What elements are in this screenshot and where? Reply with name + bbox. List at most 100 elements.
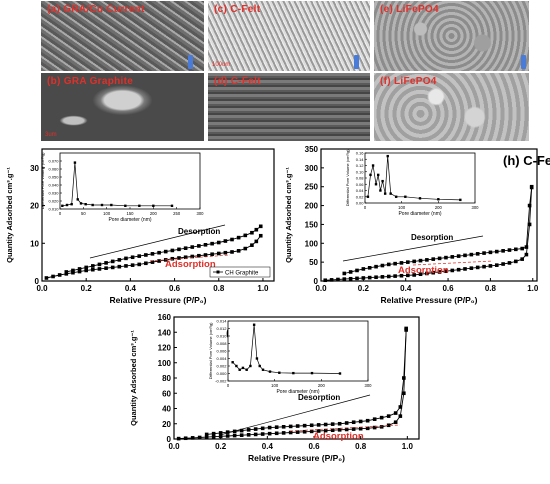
plot-frame: [320, 148, 538, 282]
inset-x-tick-label: 300: [472, 205, 480, 210]
inset-x-tick-label: 0: [364, 205, 367, 210]
y-tick-label: 40: [162, 405, 171, 414]
data-point-desorption: [365, 418, 370, 423]
data-point-adsorption: [351, 427, 356, 431]
inset-data-point: [235, 364, 238, 368]
desorption-arrow-icon: [219, 394, 371, 436]
data-point-desorption: [348, 270, 353, 274]
data-point-adsorption: [177, 256, 181, 260]
data-point-desorption: [406, 260, 410, 264]
data-point-desorption: [104, 261, 108, 265]
inset-y-tick-label: 0.002: [216, 364, 227, 369]
data-point-desorption: [380, 263, 385, 268]
sem-panel-b: (b) GRA Graphite 3um: [40, 72, 205, 142]
data-point-adsorption: [425, 271, 429, 276]
data-point-adsorption: [412, 273, 416, 277]
data-point-adsorption: [361, 276, 366, 280]
data-point-desorption: [418, 258, 423, 263]
data-point-desorption: [398, 405, 403, 409]
x-tick-label: 0.0: [168, 442, 180, 451]
y-tick-label: 100: [158, 359, 172, 368]
data-point-adsorption: [190, 254, 195, 259]
data-point-adsorption: [288, 430, 293, 435]
data-point-desorption: [330, 422, 335, 426]
data-point-desorption: [302, 423, 307, 428]
adsorption-arrow-icon: [289, 424, 401, 432]
data-point-desorption: [190, 245, 195, 249]
x-tick-label: 1.0: [527, 284, 539, 293]
data-point-adsorption: [71, 270, 75, 275]
data-point-adsorption: [367, 275, 372, 280]
data-point-desorption: [243, 233, 248, 238]
data-point-desorption: [77, 267, 82, 271]
data-point-desorption: [386, 414, 391, 418]
data-point-desorption: [437, 256, 442, 261]
inset-data-point: [76, 198, 79, 201]
data-point-adsorption: [144, 261, 148, 266]
inset-data-point: [170, 204, 174, 207]
data-point-desorption: [450, 255, 455, 259]
inset-y-tick-label: 0.070: [48, 159, 59, 164]
data-point-desorption: [288, 424, 293, 429]
legend-box: [209, 266, 271, 278]
data-point-desorption: [144, 253, 148, 257]
data-point-desorption: [524, 245, 529, 249]
desorption-arrow-icon: [342, 235, 484, 262]
data-point-desorption: [316, 423, 321, 427]
inset-y-tick-label: 0.00: [356, 201, 365, 206]
y-tick-label: 160: [158, 313, 172, 322]
data-point-adsorption: [64, 272, 69, 276]
inset-data-point: [231, 361, 234, 364]
data-point-desorption: [170, 248, 175, 253]
sem-panel-e: (e) LiFePO4: [373, 0, 530, 72]
chart-lifepo4-isotherm: 0.0 0.2 0.4 0.6 0.8 1.0 0 20 40 60 80 100 120 140 160 R…: [129, 313, 420, 463]
data-point-adsorption: [104, 266, 108, 270]
sem-panel-label: (b) GRA Graphite: [47, 76, 134, 87]
data-point-adsorption: [204, 435, 209, 439]
data-point-adsorption: [374, 275, 378, 280]
data-point-desorption: [444, 255, 448, 260]
inset-y-tick-label: 0.12: [356, 163, 365, 168]
inset-y-tick-label: 0.14: [356, 157, 365, 162]
x-tick-label: 0.6: [442, 284, 454, 293]
inset-x-tick-label: 100: [103, 211, 111, 216]
inset-data-point: [124, 204, 127, 207]
data-point-adsorption: [216, 251, 221, 256]
inset-data-point: [369, 173, 372, 177]
data-point-desorption: [494, 249, 499, 254]
sem-pointer-arrow-icon: [188, 55, 193, 69]
y-tick-label: 200: [305, 202, 319, 211]
inset-data-point: [381, 179, 384, 183]
data-point-desorption: [529, 185, 534, 190]
x-tick-label: 0.4: [400, 284, 412, 293]
inset-data-point: [338, 372, 342, 375]
inset-data-point: [138, 204, 141, 207]
inset-data-point: [65, 203, 69, 207]
inset-x-tick-label: 150: [127, 211, 135, 216]
data-point-adsorption: [91, 267, 95, 272]
inset-y-tick-label: 0.06: [356, 182, 365, 187]
data-point-desorption: [117, 258, 122, 262]
data-point-desorption: [110, 259, 115, 264]
inset-data-point: [418, 197, 422, 200]
data-point-adsorption: [342, 277, 347, 281]
inset-data-point: [310, 371, 314, 375]
data-point-desorption: [399, 261, 404, 265]
sem-panel-c: (c) C-Felt 100um: [207, 0, 371, 72]
data-point-desorption: [520, 246, 524, 251]
data-point-adsorption: [267, 431, 272, 436]
adsorption-arrow-icon: [149, 254, 231, 262]
x-tick-label: 0.4: [125, 284, 137, 293]
data-point-adsorption: [258, 233, 263, 238]
data-point-desorption: [355, 268, 359, 273]
data-point-adsorption: [386, 423, 391, 428]
y-tick-label: 60: [162, 389, 171, 398]
inset-y-tick-label: 0.040: [48, 183, 59, 188]
data-point-adsorption: [232, 433, 237, 438]
data-point-desorption: [393, 411, 398, 415]
chart-title: (h) C-Felt: [503, 153, 550, 168]
data-point-adsorption: [51, 274, 55, 279]
data-point-desorption: [475, 252, 480, 256]
data-point-adsorption: [488, 264, 493, 268]
sem-panel-f: (f) LiFePO4: [373, 72, 530, 142]
